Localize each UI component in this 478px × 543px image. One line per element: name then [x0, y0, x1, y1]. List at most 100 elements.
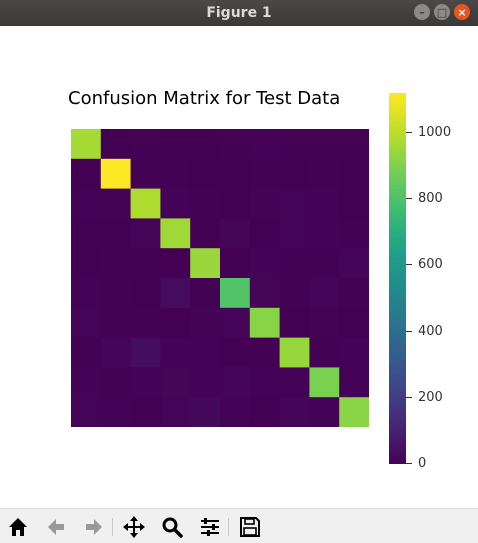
close-button[interactable]: × [454, 4, 470, 20]
heatmap-cell [130, 218, 161, 249]
colorbar-segment [389, 439, 406, 443]
heatmap-cell [249, 397, 281, 427]
toolbar-separator [112, 518, 113, 536]
heatmap-cell [160, 158, 191, 190]
colorbar-segment [389, 170, 406, 174]
figure-canvas[interactable]: Confusion Matrix for Test Data 0 200 400 60… [0, 26, 478, 508]
heatmap-cell [279, 248, 310, 279]
forward-button[interactable] [82, 515, 106, 539]
colorbar-segment [389, 318, 406, 323]
colorbar-segment [389, 340, 406, 345]
heatmap-cell [100, 397, 132, 427]
heatmap-cell [220, 248, 251, 279]
colorbar-segment [389, 253, 406, 258]
pan-button[interactable] [122, 515, 146, 539]
colorbar-segment [389, 108, 406, 113]
colorbar-segment [389, 167, 406, 171]
heatmap-cell [339, 129, 369, 160]
colorbar-segment [389, 272, 406, 277]
heatmap-cell [220, 158, 251, 190]
colorbar-segment [389, 250, 406, 255]
home-button[interactable] [6, 515, 30, 539]
heatmap-cell [309, 337, 340, 368]
colorbar-tick-label: 800 [406, 191, 443, 207]
heatmap-cell [220, 337, 251, 368]
heatmap-cell [100, 129, 132, 160]
zoom-button[interactable] [160, 515, 184, 539]
heatmap-cell [130, 307, 161, 339]
colorbar-segment [389, 188, 406, 193]
heatmap-cell [220, 188, 251, 219]
colorbar-segment [389, 207, 406, 212]
colorbar-segment [389, 151, 406, 156]
colorbar-segment [389, 321, 406, 326]
save-button[interactable] [238, 515, 262, 539]
colorbar-segment [389, 355, 406, 360]
colorbar-segment [389, 216, 406, 221]
heatmap-cell [130, 278, 161, 309]
heatmap-cell [339, 307, 369, 339]
heatmap-cell [220, 278, 251, 309]
colorbar-segment [389, 244, 406, 249]
zoom-magnifier-icon [162, 517, 183, 538]
heatmap-cell [100, 158, 132, 190]
colorbar-segment [389, 120, 406, 125]
heatmap-cell [220, 397, 251, 427]
heatmap-cell [130, 188, 161, 219]
colorbar-segment [389, 284, 406, 289]
colorbar-segment [389, 182, 406, 187]
minimize-button[interactable]: – [414, 4, 430, 20]
colorbar-segment [389, 402, 406, 406]
colorbar-segment [389, 154, 406, 159]
colorbar-segment [389, 229, 406, 233]
colorbar-segment [389, 306, 406, 311]
heatmap-cell [190, 337, 221, 368]
maximize-button[interactable]: □ [434, 4, 450, 20]
colorbar-segment [389, 161, 406, 165]
heatmap-cell [249, 278, 281, 309]
confusion-matrix-heatmap [71, 129, 369, 427]
pan-move-icon [123, 516, 145, 538]
colorbar-segment [389, 423, 406, 428]
colorbar-segment [389, 256, 406, 261]
colorbar-tick-label: 1000 [406, 125, 451, 141]
colorbar-segment [389, 179, 406, 184]
forward-arrow-icon [86, 519, 102, 535]
colorbar-segment [389, 392, 406, 397]
colorbar-segment [389, 130, 406, 134]
heatmap-cell [160, 129, 191, 160]
colorbar-segment [389, 96, 406, 100]
heatmap-cell [249, 218, 281, 249]
colorbar-segment [389, 198, 406, 202]
window-titlebar[interactable]: Figure 1 – □ × [0, 0, 478, 26]
colorbar-segment [389, 201, 406, 205]
heatmap-cell [279, 158, 310, 190]
colorbar-segment [389, 99, 406, 103]
configure-subplots-button[interactable] [198, 515, 222, 539]
colorbar-segment [389, 287, 406, 292]
heatmap-cell [190, 397, 221, 427]
heatmap-cell [160, 188, 191, 219]
colorbar-segment [389, 386, 406, 391]
colorbar-segment [389, 303, 406, 307]
heatmap-cell [279, 307, 310, 339]
heatmap-cell [249, 307, 281, 339]
colorbar-tick-label: 200 [406, 390, 443, 406]
heatmap-cell [279, 218, 310, 249]
configure-subplots-icon [201, 518, 219, 536]
colorbar-segment [389, 315, 406, 320]
colorbar-segment [389, 312, 406, 317]
heatmap-cell [100, 367, 132, 398]
colorbar-segment [389, 210, 406, 215]
heatmap-cell [160, 307, 191, 339]
back-button[interactable] [44, 515, 68, 539]
heatmap-cell [309, 158, 340, 190]
heatmap-cell [130, 367, 161, 398]
heatmap-cell [100, 278, 132, 309]
colorbar-segment [389, 235, 406, 239]
chart-title: Confusion Matrix for Test Data [68, 88, 341, 109]
colorbar-segment [389, 204, 406, 208]
navigation-toolbar [0, 508, 478, 543]
heatmap-cell [190, 307, 221, 339]
colorbar-segment [389, 352, 406, 357]
